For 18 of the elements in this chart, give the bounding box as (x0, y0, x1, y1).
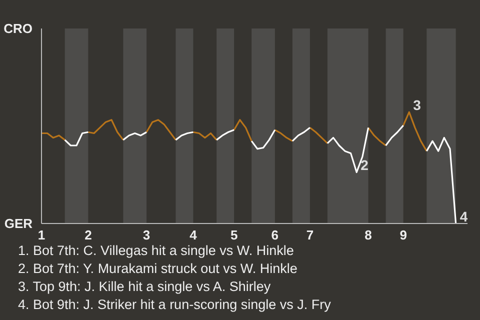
x-tick-label: 5 (230, 228, 238, 242)
x-tick-label: 6 (271, 228, 279, 242)
x-tick-label: 7 (306, 228, 314, 242)
x-tick-label: 2 (84, 228, 92, 242)
x-tick-label: 8 (364, 228, 372, 242)
text: 2. Bot 7th: Y. Murakami struck out vs W. Hinkle (18, 261, 298, 276)
annotation: 3 (413, 97, 422, 114)
text: 3. Top 9th: J. Kille hit a single vs A. Shirley (18, 279, 271, 294)
annotation: 2 (360, 157, 369, 174)
text: GER (4, 216, 34, 231)
text: 4. Bot 9th: J. Striker hit a run-scoring single vs J. Fry (18, 297, 331, 312)
text: CRO (4, 21, 32, 36)
x-tick-label: 9 (400, 228, 407, 242)
text: 1. Bot 7th: C. Villegas hit a single vs W. Hinkle (18, 243, 294, 258)
annotation: 4 (460, 208, 468, 224)
x-tick-label: 1 (38, 228, 46, 242)
x-tick-label: 3 (142, 228, 150, 242)
x-tick-label: 4 (190, 228, 198, 242)
